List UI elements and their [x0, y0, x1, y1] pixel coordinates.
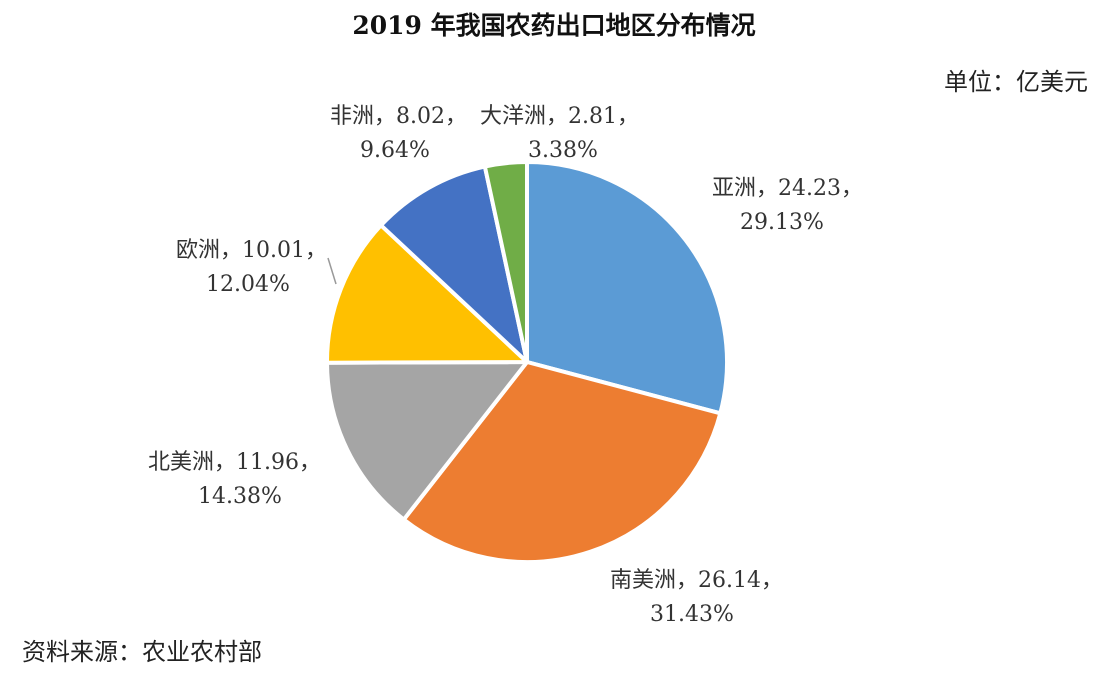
unit-label: 单位：亿美元 — [944, 68, 1088, 96]
label-north-america-line1: 北美洲，11.96， — [148, 450, 321, 475]
label-north-america: 北美洲，11.96， 14.38% — [148, 446, 321, 514]
label-oceania: 大洋洲，2.81， 3.38% — [480, 100, 639, 168]
label-oceania-line1: 大洋洲，2.81， — [480, 104, 639, 129]
label-asia-line2: 29.13% — [740, 210, 824, 235]
label-south-america-line2: 31.43% — [650, 602, 734, 627]
label-europe: 欧洲，10.01， 12.04% — [176, 234, 327, 302]
label-africa-line2: 9.64% — [360, 138, 430, 163]
label-africa: 非洲，8.02， 9.64% — [330, 100, 467, 168]
label-asia-line1: 亚洲，24.23， — [712, 176, 863, 201]
pie-slice-2 — [325, 360, 529, 522]
pie-slice-1 — [401, 360, 723, 564]
pie-slice-4 — [379, 164, 529, 364]
chart-title: 2019 年我国农药出口地区分布情况 — [352, 11, 756, 40]
pie-slice-0 — [525, 160, 729, 416]
label-south-america: 南美洲，26.14， 31.43% — [610, 564, 783, 632]
label-europe-line2: 12.04% — [206, 272, 290, 297]
label-europe-line1: 欧洲，10.01， — [176, 238, 327, 263]
source-note: 资料来源：农业农村部 — [22, 638, 262, 666]
label-asia: 亚洲，24.23， 29.13% — [712, 172, 863, 240]
label-oceania-line2: 3.38% — [528, 138, 598, 163]
label-africa-line1: 非洲，8.02， — [330, 104, 467, 129]
pie-slice-5 — [482, 160, 529, 364]
label-south-america-line1: 南美洲，26.14， — [610, 568, 783, 593]
europe-leader-line — [327, 257, 337, 285]
pie-slice-3 — [325, 223, 529, 365]
label-north-america-line2: 14.38% — [198, 484, 282, 509]
